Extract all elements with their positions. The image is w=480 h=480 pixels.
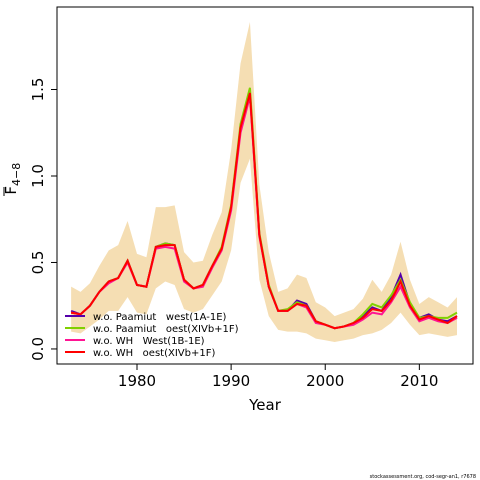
legend-label: w.o. Paamiut oest(XIVb+1F) <box>93 324 239 335</box>
legend-label: w.o. WH West(1B-1E) <box>93 336 205 347</box>
x-tick-label: 1990 <box>212 372 250 390</box>
legend-label: w.o. Paamiut west(1A-1E) <box>93 312 227 323</box>
x-axis-label: Year <box>248 396 282 414</box>
y-axis-label: F 4−8 <box>2 163 23 196</box>
x-tick-label: 1980 <box>118 372 156 390</box>
y-tick-label: 1.5 <box>29 78 47 102</box>
footer: stockassessment.org, cod-segr-an1, r7678 <box>370 474 476 480</box>
y-axis-label-sub: 4−8 <box>10 163 23 186</box>
series-line <box>70 92 458 330</box>
y-tick-label: 0.5 <box>29 251 47 275</box>
x-tick-label: 2010 <box>400 372 438 390</box>
plot-frame <box>56 6 474 365</box>
y-tick-label: 0.0 <box>29 337 47 361</box>
confidence-band <box>71 22 457 343</box>
legend-label: w.o. WH oest(XIVb+1F) <box>93 348 215 359</box>
y-axis-label-main: F <box>2 186 20 195</box>
y-tick-label: 1.0 <box>29 164 47 188</box>
x-tick-label: 2000 <box>306 372 344 390</box>
